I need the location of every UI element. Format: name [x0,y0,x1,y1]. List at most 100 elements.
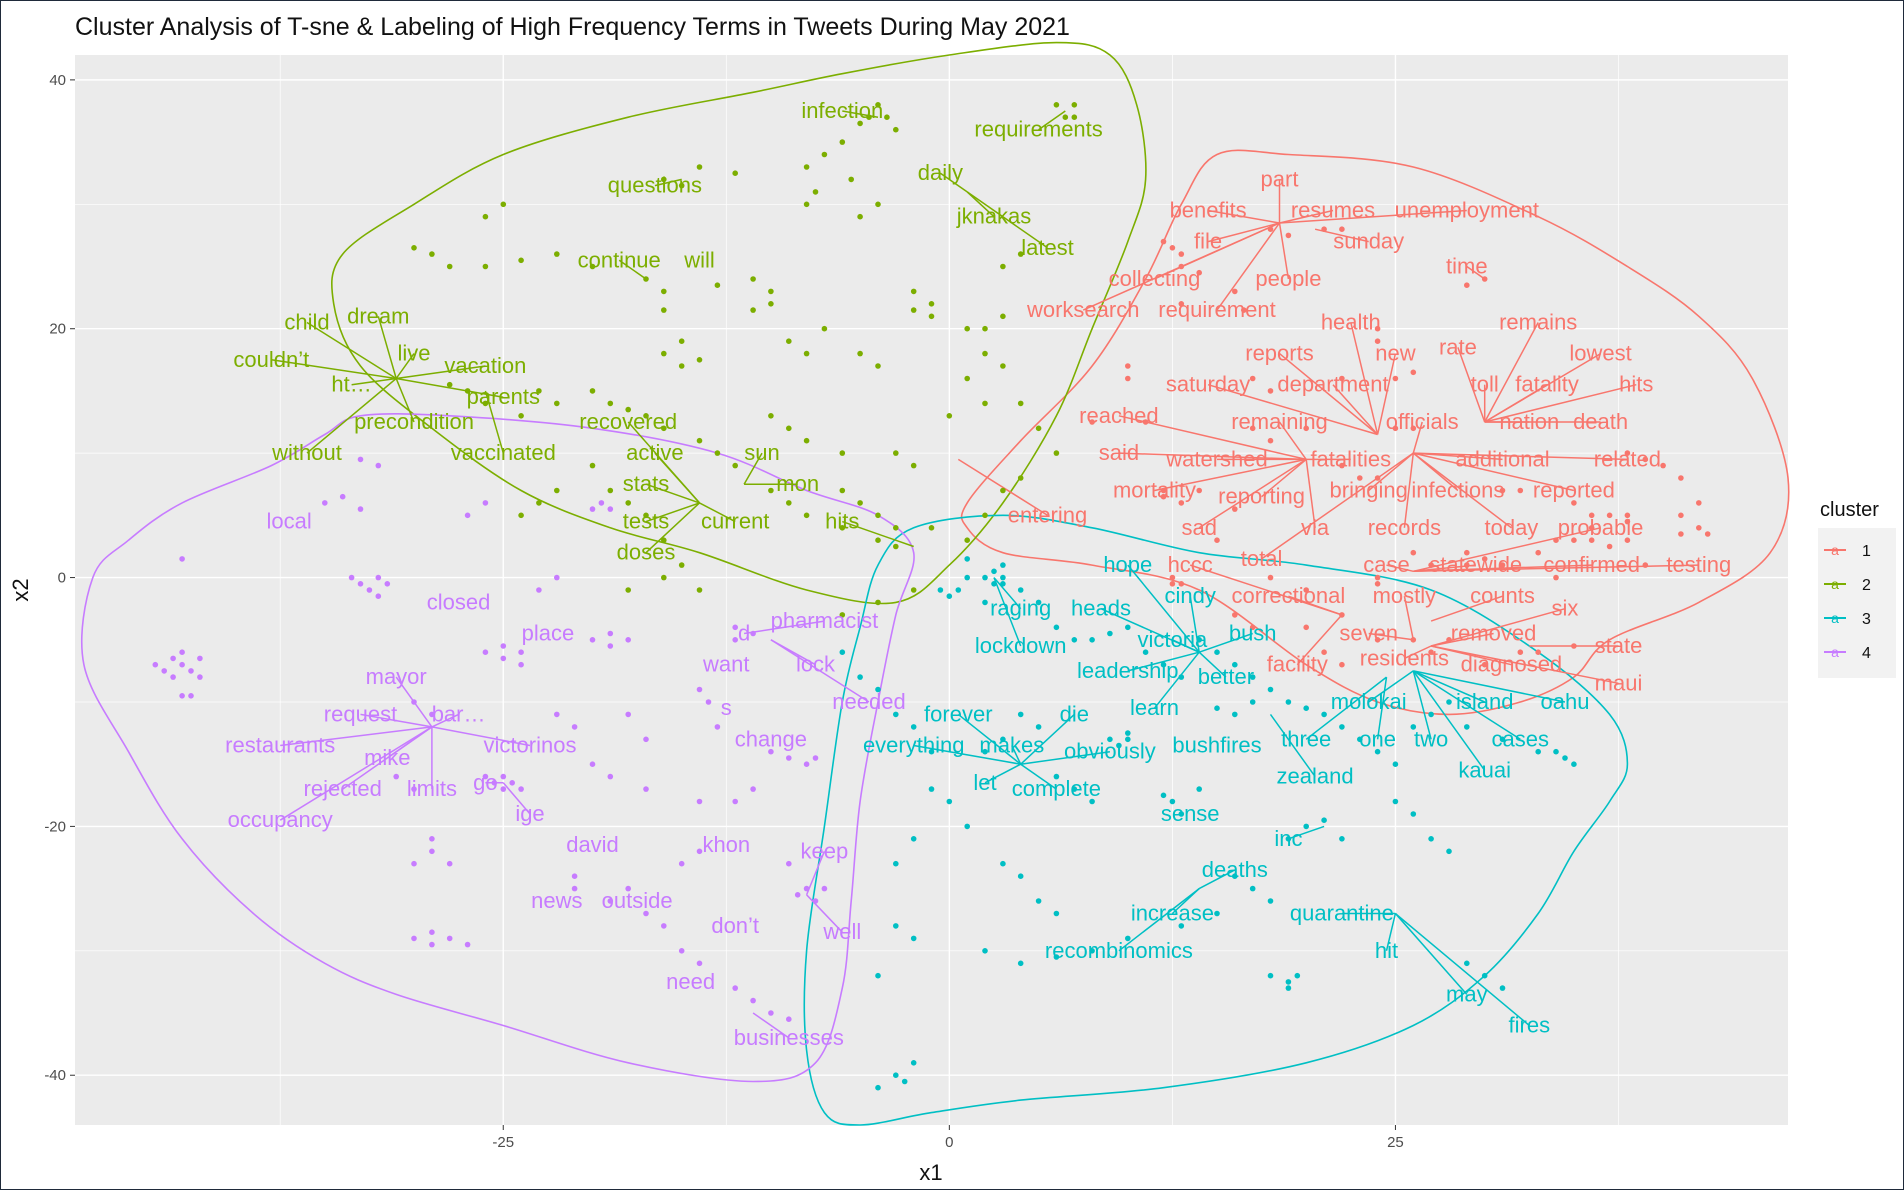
label-leader-line [645,483,700,504]
term-label: unemployment [1395,198,1539,223]
cluster-3-point [1249,699,1256,705]
term-label: pharmacist [771,608,879,633]
cluster-2-point [982,512,988,519]
label-leader-line [377,316,397,379]
cluster-1-point [1678,475,1684,481]
cluster-4-point [589,506,596,512]
cluster-1-point [1517,487,1524,494]
term-label: hope [1103,552,1152,577]
cluster-4-point [554,574,560,581]
cluster-3-point [1321,817,1327,823]
cluster-4-point [571,724,578,730]
term-label: without [271,440,342,465]
cluster-2-point [964,325,970,332]
term-label: saturday [1166,372,1250,397]
cluster-4-point [696,848,703,855]
cluster-2-point [696,587,703,593]
label-leader-line [1118,415,1307,461]
term-label: raging [990,596,1051,621]
cluster-3-point [1464,960,1470,967]
term-label: change [735,726,807,751]
cluster-3-point [1000,562,1006,568]
term-label: ige [515,801,544,826]
term-label: hits [1619,372,1653,397]
cluster-4-point [411,786,417,792]
cluster-2-point [643,413,649,419]
label-leader-line [1394,913,1468,995]
cluster-1-point [1428,562,1434,568]
term-label: cases [1492,726,1549,751]
cluster-1-point [1169,245,1176,251]
cluster-3-point [1125,736,1131,743]
label-leader-line [1332,384,1379,436]
term-label: nation [1499,409,1559,434]
cluster-2-point [803,512,810,519]
cluster-4-point [607,630,614,637]
cluster-4-point [643,910,649,917]
cluster-4-point [786,860,792,867]
term-label: rejected [304,776,382,801]
cluster-2-point [1000,263,1006,270]
cluster-2-point [1062,114,1069,120]
label-leader-line [1288,825,1325,840]
cluster-2-point [857,120,863,127]
label-leader-line [984,763,1022,784]
cluster-1-point [1196,487,1202,494]
cluster-1-point [1374,475,1381,481]
term-label: news [531,888,582,913]
label-leader-line [1189,596,1200,653]
cluster-4-point [696,798,703,805]
term-label: part [1261,166,1299,191]
cluster-1-point [1696,500,1702,506]
label-leader-line [395,378,415,423]
cluster-4-point [696,686,703,693]
cluster-3-point [1178,811,1185,817]
term-label: facility [1267,652,1328,677]
cluster-4-point [732,798,738,805]
cluster-1-point [1303,425,1309,432]
label-leader-line [1412,452,1512,529]
cluster-2-hull [330,41,1147,605]
cluster-2-point [946,413,953,419]
cluster-3-point [1499,736,1506,743]
label-leader-line [1413,527,1601,573]
cluster-4-point [768,1010,774,1016]
cluster-3-point [982,748,988,755]
cluster-3-point [1267,686,1274,693]
cluster-3-point [910,1060,917,1066]
label-leader-line [1198,651,1227,678]
cluster-2-point [661,176,667,183]
legend-key-glyph: a [1831,610,1839,626]
term-label: request [324,701,397,726]
term-label: quarantine [1290,901,1394,926]
y-tick-label: 40 [49,72,66,89]
cluster-4-point [446,860,453,867]
cluster-3-point [1089,637,1095,643]
cluster-2-point [1071,102,1078,108]
cluster-4-point [366,587,373,593]
cluster-3-point [1285,985,1292,991]
term-label: correctional [1232,583,1346,608]
label-leader-line [1413,670,1566,703]
term-label: six [1552,596,1579,621]
cluster-3-point [1196,637,1202,643]
cluster-2-point [786,500,792,506]
cluster-2-point [500,201,507,208]
cluster-2-point [661,537,667,543]
cluster-3-point [1196,786,1202,792]
term-label: khon [702,832,750,857]
cluster-4-point [188,693,194,699]
cluster-2-point [678,363,685,369]
cluster-2-point [750,276,756,282]
label-leader-lines [271,110,1699,1039]
label-leader-line [966,191,995,218]
cluster-1-point [1196,269,1202,276]
cluster-1-point [1464,562,1470,568]
label-leader-line [1368,670,1414,703]
label-leader-line [752,1012,790,1039]
cluster-2-point [554,251,560,257]
term-label: maui [1595,670,1643,695]
cluster-1-point [1249,375,1256,382]
cluster-2-point [812,189,819,195]
